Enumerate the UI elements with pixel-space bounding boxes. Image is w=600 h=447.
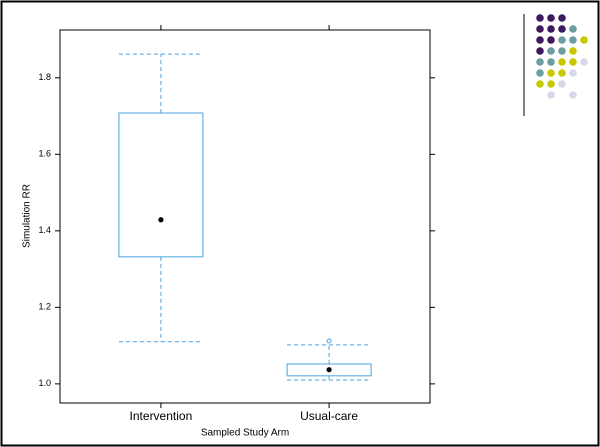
decor-dot (547, 91, 555, 99)
y-tick-label: 1.2 (38, 302, 51, 312)
page: {"chart_data": {"type": "box", "y_label"… (0, 0, 600, 447)
decor-dot (558, 36, 566, 44)
decor-dot (569, 58, 577, 66)
decor-dot (536, 14, 544, 22)
decor-dot (580, 36, 588, 44)
decor-dot (547, 47, 555, 55)
decor-dot (569, 47, 577, 55)
x-axis-label: Sampled Study Arm (201, 428, 289, 439)
slide: Simulation RR Sampled Study Arm 1.0 1.2 1.… (0, 0, 600, 447)
x-tick-label: Intervention (130, 409, 193, 423)
decor-dot (558, 47, 566, 55)
y-tick-label: 1.4 (38, 225, 51, 235)
x-tick-label: Usual-care (300, 409, 358, 423)
decor-dot (536, 25, 544, 33)
decor-dot (580, 58, 588, 66)
decor-dot (569, 36, 577, 44)
decor-dot (547, 69, 555, 77)
decor-dot (547, 14, 555, 22)
y-tick-label: 1.8 (38, 72, 51, 82)
decor-dot (558, 80, 566, 88)
decor-dot (536, 36, 544, 44)
decor-dot (547, 36, 555, 44)
decor-dot (547, 80, 555, 88)
decor-dot (536, 58, 544, 66)
y-tick-label: 1.0 (38, 378, 51, 388)
slide-frame (2, 2, 599, 446)
y-axis-label: Simulation RR (22, 184, 33, 248)
y-tick-label: 1.6 (38, 149, 51, 159)
box (119, 113, 203, 257)
decor-dot (558, 25, 566, 33)
decor-dot (558, 69, 566, 77)
median-dot (158, 217, 163, 222)
decor-dot (569, 25, 577, 33)
decor-dot (536, 69, 544, 77)
decor-dot (547, 58, 555, 66)
decor-dot (547, 25, 555, 33)
decor-dot (536, 47, 544, 55)
decor-dot (569, 91, 577, 99)
decor-dot (569, 69, 577, 77)
decor-dot (558, 58, 566, 66)
decor-dot (536, 80, 544, 88)
median-dot (326, 367, 331, 372)
decor-dot (558, 14, 566, 22)
